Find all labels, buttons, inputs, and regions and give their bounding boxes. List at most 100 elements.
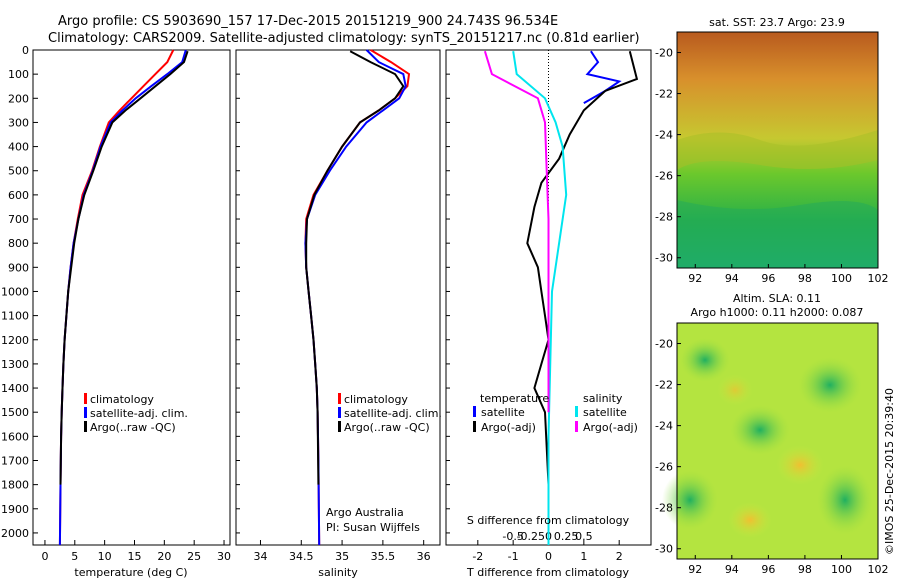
legend-label: satellite-adj. clim. [344, 407, 442, 420]
temperature-xlabel: temperature (deg C) [74, 566, 187, 579]
sla-map-low [798, 357, 862, 413]
x-tick-label: 2 [616, 550, 623, 563]
difference-xlabel: T difference from climatology [466, 566, 629, 579]
y-tick-label: 900 [8, 261, 29, 274]
map-x-tick-label: 100 [831, 563, 852, 576]
series-line [58, 49, 175, 546]
x-tick-label: 30 [217, 550, 231, 563]
x-tick-label: 34.5 [289, 550, 314, 563]
legend-label: Argo(-adj) [583, 421, 638, 434]
legend-label: satellite-adj. clim. [90, 407, 188, 420]
series-line [512, 51, 568, 545]
sla-map [662, 322, 879, 560]
series-line [304, 49, 411, 546]
x-tick-label: -2 [472, 550, 483, 563]
map-x-tick-label: 96 [761, 272, 775, 285]
sst-map-ticks: 92 94 96 98 100 102 -20 -22 -24 -26 -28 -30 [655, 47, 888, 285]
imos-watermark: ©IMOS 25-Dec-2015 20:39:40 [883, 388, 896, 555]
x-tick-label: 35 [335, 550, 349, 563]
salinity-axes [235, 49, 441, 546]
temperature-legend: climatology satellite-adj. clim. Argo(..… [84, 393, 188, 434]
sst-map-band [677, 130, 878, 170]
difference-xlabel-top: S difference from climatology [467, 514, 630, 527]
y-tick-label: 1600 [1, 430, 29, 443]
legend-heading-temperature: temperature [480, 392, 549, 405]
sst-map-title: sat. SST: 23.7 Argo: 23.9 [709, 16, 845, 29]
y-tick-label: 200 [8, 92, 29, 105]
sla-map-low [662, 470, 718, 530]
y-tick-label: 0 [22, 44, 29, 57]
y-tick-label: 500 [8, 165, 29, 178]
map-y-tick-label: -28 [655, 502, 673, 515]
map-y-tick-label: -30 [655, 543, 673, 556]
x-tick-label-salinity: 0.5 [575, 530, 593, 543]
sla-map-high [776, 445, 824, 485]
annotation-argo-australia: Argo Australia [326, 506, 404, 519]
legend-swatch-satellite [84, 407, 87, 418]
legend-swatch-t-satellite [473, 406, 476, 417]
map-y-tick-label: -24 [655, 129, 673, 142]
series-line [59, 50, 189, 485]
y-tick-label: 700 [8, 213, 29, 226]
map-x-tick-label: 100 [831, 272, 852, 285]
series-line [58, 49, 187, 546]
map-x-tick-label: 102 [868, 563, 889, 576]
y-tick-label: 300 [8, 116, 29, 129]
map-x-tick-label: 94 [725, 563, 739, 576]
sla-map-low [680, 338, 730, 382]
map-y-tick-label: -26 [655, 461, 673, 474]
header-line1: Argo profile: CS 5903690_157 17-Dec-2015… [58, 14, 558, 29]
legend-label: climatology [90, 393, 154, 406]
series-line [526, 50, 639, 545]
depth-ticks: 0 100 200 300 400 500 600 700 800 900 1000 1100 1200… [1, 44, 450, 540]
legend-label: satellite [481, 406, 525, 419]
legend-swatch-s-satellite [575, 406, 578, 417]
sst-map [676, 31, 879, 269]
map-y-tick-label: -22 [655, 379, 673, 392]
salinity-legend: climatology satellite-adj. clim. Argo(..… [338, 393, 442, 434]
legend-label: Argo(-adj) [481, 421, 536, 434]
sla-map-title: Altim. SLA: 0.11 [733, 292, 821, 305]
y-tick-label: 1100 [1, 310, 29, 323]
x-tick-label: 15 [127, 550, 141, 563]
salinity-xlabel: salinity [318, 566, 358, 579]
temperature-axes [32, 49, 231, 546]
map-y-tick-label: -22 [655, 88, 673, 101]
legend-swatch-argo [338, 421, 341, 432]
map-y-tick-label: -28 [655, 211, 673, 224]
x-tick-label: 0 [545, 550, 552, 563]
sla-map-high [728, 502, 772, 538]
y-tick-label: 600 [8, 189, 29, 202]
map-x-tick-label: 102 [868, 272, 889, 285]
sla-map-low [730, 405, 790, 455]
legend-label: climatology [344, 393, 408, 406]
difference-legend: temperature satellite Argo(-adj) salinit… [473, 392, 638, 434]
legend-label: Argo(..raw -QC) [90, 421, 176, 434]
sla-map-low [817, 465, 873, 535]
legend-label: Argo(..raw -QC) [344, 421, 430, 434]
series-line [483, 50, 550, 413]
map-x-tick-label: 94 [725, 272, 739, 285]
legend-swatch-t-argo [473, 421, 476, 432]
x-tick-label: 20 [157, 550, 171, 563]
y-tick-label: 1700 [1, 454, 29, 467]
x-tick-label: 34 [253, 550, 267, 563]
legend-swatch-s-argo [575, 421, 578, 432]
series-line [305, 50, 405, 485]
sla-map-frame [676, 322, 879, 560]
map-y-tick-label: -26 [655, 170, 673, 183]
legend-swatch-climatology [338, 393, 341, 404]
x-tick-label-salinity: -0.5 [502, 530, 523, 543]
map-y-tick-label: -30 [655, 252, 673, 265]
map-x-tick-label: 98 [798, 272, 812, 285]
map-y-tick-label: -20 [655, 338, 673, 351]
legend-swatch-satellite [338, 407, 341, 418]
map-y-tick-label: -20 [655, 47, 673, 60]
sla-map-high [717, 374, 753, 406]
x-tick-label: 36 [417, 550, 431, 563]
map-y-tick-label: -24 [655, 420, 673, 433]
y-tick-label: 1500 [1, 406, 29, 419]
y-tick-label: 1400 [1, 382, 29, 395]
y-tick-label: 1300 [1, 358, 29, 371]
